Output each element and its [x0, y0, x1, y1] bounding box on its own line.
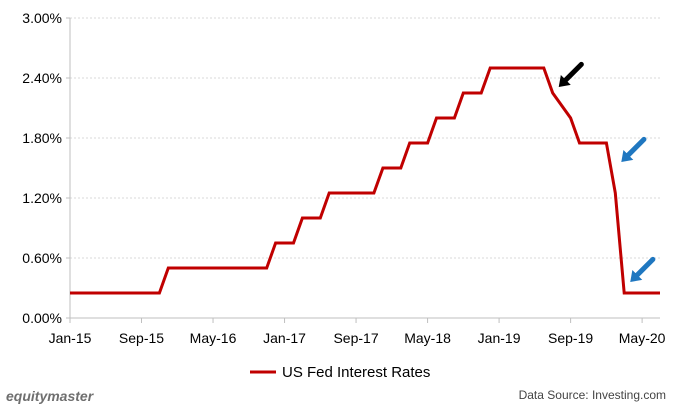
- y-tick-label: 1.80%: [22, 130, 62, 146]
- legend: US Fed Interest Rates: [250, 364, 430, 381]
- x-tick-label: May-18: [404, 330, 451, 346]
- x-tick-label: Jan-19: [478, 330, 521, 346]
- series-layer: [70, 66, 660, 295]
- x-tick-label: May-16: [190, 330, 237, 346]
- arrow-head: [621, 149, 634, 162]
- arrow-shaft: [625, 136, 647, 158]
- annotation-arrow-icon: [558, 61, 584, 87]
- grid-lines: [70, 17, 660, 259]
- y-tick-label: 2.40%: [22, 70, 62, 86]
- x-tick-label: Sep-17: [333, 330, 378, 346]
- annotation-arrow-icon: [630, 256, 656, 282]
- x-tick-label: Sep-19: [548, 330, 593, 346]
- y-tick-label: 1.20%: [22, 190, 62, 206]
- legend-label: US Fed Interest Rates: [282, 364, 430, 381]
- x-tick-label: May-20: [619, 330, 666, 346]
- y-tick-label: 0.60%: [22, 250, 62, 266]
- x-tick-label: Jan-15: [49, 330, 92, 346]
- y-tick-label: 0.00%: [22, 310, 62, 326]
- arrow-head: [558, 74, 571, 87]
- data-source: Data Source: Investing.com: [519, 388, 666, 402]
- y-tick-label: 3.00%: [22, 10, 62, 26]
- axes: [69, 18, 660, 319]
- x-axis-ticks: Jan-15 Sep-15 May-16 Jan-17 Sep-17 May-18 Jan-…: [49, 318, 666, 346]
- arrow-head: [630, 269, 643, 282]
- arrow-shaft: [563, 61, 584, 83]
- annotation-arrow-icon: [621, 136, 647, 162]
- x-tick-label: Jan-17: [263, 330, 306, 346]
- arrow-shaft: [634, 256, 656, 278]
- series-line-fed-rate: [70, 66, 660, 295]
- brand-logo: equitymaster: [6, 388, 95, 404]
- y-axis-ticks: 0.00% 0.60% 1.20% 1.80% 2.40% 3.00%: [22, 10, 70, 326]
- annotation-arrows: [558, 61, 656, 282]
- x-tick-label: Sep-15: [119, 330, 164, 346]
